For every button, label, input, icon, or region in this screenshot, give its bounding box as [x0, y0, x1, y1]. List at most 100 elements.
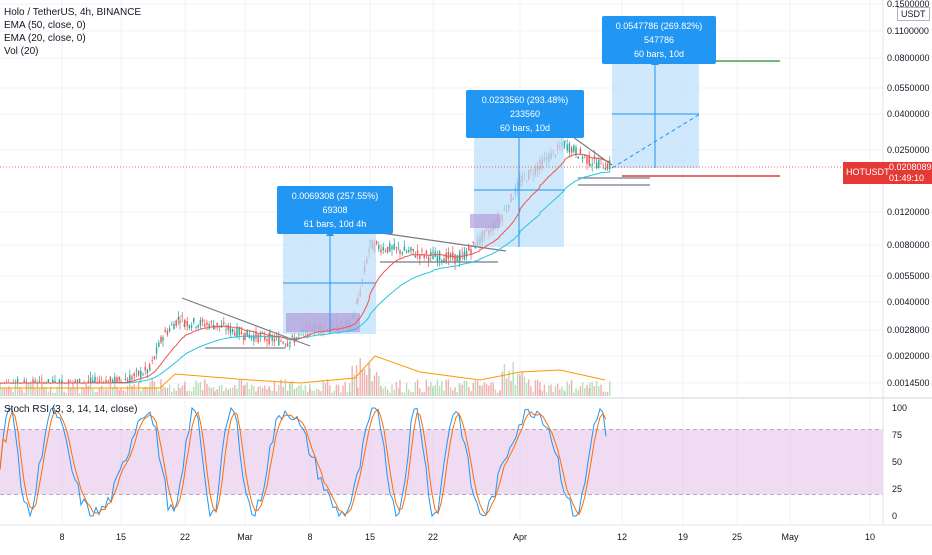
volume-bar [570, 380, 573, 396]
volume-bar [541, 390, 543, 396]
candle [386, 246, 389, 253]
volume-bar [311, 390, 313, 396]
volume-bar [116, 387, 118, 396]
candle [142, 374, 144, 376]
candle [468, 245, 470, 251]
candle [470, 249, 472, 255]
candle [403, 246, 406, 251]
candle [405, 250, 408, 253]
price-tag-symbol: HOTUSDT [846, 167, 890, 177]
volume-bar [238, 379, 240, 396]
candle [193, 318, 195, 323]
volume-bar [349, 391, 351, 396]
candle [250, 335, 253, 339]
candle [461, 252, 463, 254]
volume-bar [363, 369, 366, 396]
candle [456, 255, 458, 262]
ema20-legend[interactable]: EMA (20, close, 0) [4, 33, 86, 44]
measure-callout-1[interactable]: 0.0069308 (257.55%) 69308 61 bars, 10d 4… [277, 186, 393, 234]
candle [164, 330, 166, 333]
candle [204, 324, 206, 327]
stoch-k-line [0, 406, 607, 518]
volume-bar [579, 386, 582, 396]
volume-bar [496, 392, 499, 396]
volume-bar [140, 391, 142, 396]
volume-bar [492, 382, 494, 396]
volume-bar [505, 378, 508, 396]
measure-callout-2[interactable]: 0.0233560 (293.48%) 233560 60 bars, 10d [466, 90, 584, 138]
candle [188, 325, 191, 328]
volume-bar [371, 381, 373, 396]
volume-bar [309, 388, 311, 396]
price-tag-price: 0.0208089 [889, 162, 932, 172]
volume-bar [519, 375, 521, 396]
candle [229, 326, 232, 334]
stoch-rsi-legend[interactable]: Stoch RSI (3, 3, 14, 14, close) [4, 404, 138, 415]
measure-callout-3[interactable]: 0.0547786 (269.82%) 547786 60 bars, 10d [602, 16, 716, 64]
volume-legend[interactable]: Vol (20) [4, 46, 39, 57]
volume-bar [218, 385, 221, 396]
volume-bar [380, 385, 382, 396]
volume-bar [236, 388, 238, 396]
volume-bar [401, 392, 403, 396]
candle [465, 251, 468, 257]
volume-bar [58, 381, 61, 396]
volume-bar [503, 363, 506, 396]
candle [146, 369, 149, 374]
candle [447, 252, 450, 259]
volume-bar [591, 381, 593, 396]
volume-bar [208, 386, 210, 396]
volume-bar [5, 388, 8, 396]
volume-bar [295, 387, 298, 396]
volume-bar [216, 389, 218, 396]
volume-bar [548, 385, 550, 396]
price-axis-label: 0.0250000 [887, 145, 930, 155]
candle [564, 140, 566, 143]
volume-bar [105, 389, 107, 396]
volume-bar [483, 382, 486, 396]
volume-bar [12, 392, 14, 396]
candle [124, 378, 127, 381]
volume-bar [510, 380, 512, 396]
candle [395, 247, 398, 249]
callout-3-bars: 60 bars, 10d [633, 49, 685, 59]
volume-bar [1, 388, 3, 396]
volume-bar [103, 389, 105, 396]
volume-bar [445, 379, 447, 396]
candle [118, 376, 120, 381]
volume-bar [577, 390, 579, 396]
volume-bar [430, 381, 432, 396]
volume-bar [188, 390, 191, 396]
volume-bar [223, 391, 225, 396]
volume-bar [45, 388, 47, 396]
volume-bar [397, 388, 400, 396]
stoch-axis-label: 75 [892, 430, 902, 440]
candle [595, 162, 598, 169]
candle [291, 335, 293, 337]
volume-bar [333, 390, 335, 396]
time-axis-label: 12 [617, 532, 627, 542]
candle [177, 317, 180, 320]
candle [452, 252, 454, 259]
volume-bar [306, 391, 309, 396]
volume-bar [322, 380, 324, 396]
volume-bar [408, 389, 410, 396]
symbol-title[interactable]: Holo / TetherUS, 4h, BINANCE [4, 7, 142, 18]
currency-unit-button[interactable]: USDT [897, 7, 930, 21]
volume-bar [523, 376, 526, 396]
volume-bar [158, 390, 160, 396]
volume-bar [534, 380, 537, 396]
volume-bar [606, 391, 609, 396]
candle [384, 250, 387, 252]
candle [425, 250, 428, 254]
volume-bar [514, 384, 517, 396]
volume-bar [391, 384, 393, 396]
candle [183, 323, 186, 327]
ema50-legend[interactable]: EMA (50, close, 0) [4, 20, 86, 31]
candle [257, 334, 259, 343]
volume-bar [416, 379, 419, 396]
candle [94, 376, 96, 382]
volume-bar [461, 384, 463, 396]
